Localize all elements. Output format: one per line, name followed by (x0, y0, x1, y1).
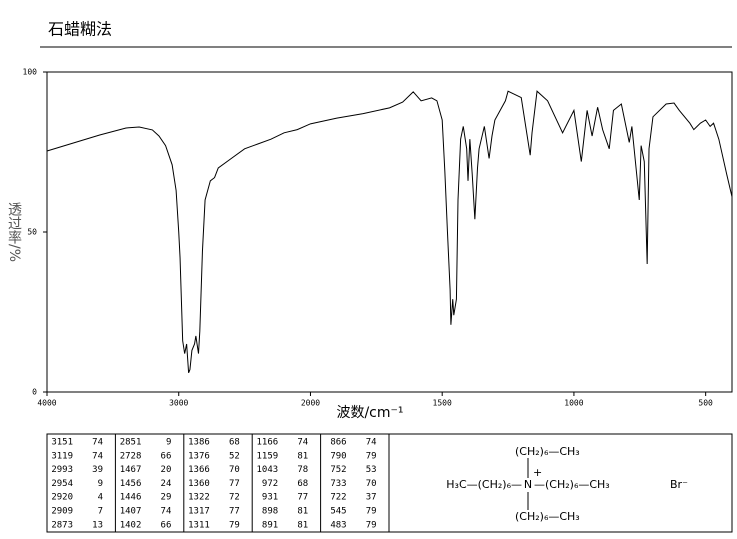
plot-frame (46, 71, 733, 393)
peak-transmittance: 9 (166, 438, 171, 448)
peak-transmittance: 53 (366, 465, 377, 475)
peak-transmittance: 79 (366, 520, 377, 530)
peak-transmittance: 74 (92, 451, 103, 461)
peak-transmittance: 79 (366, 507, 377, 517)
x-axis-label: 波数/cm⁻¹ (336, 405, 403, 421)
peak-wavenumber: 2909 (51, 507, 73, 517)
peak-transmittance: 24 (161, 479, 172, 489)
peak-wavenumber: 2993 (51, 465, 73, 475)
peak-wavenumber: 2728 (120, 451, 142, 461)
x-tick-label: 1500 (433, 399, 452, 408)
peak-transmittance: 77 (229, 507, 240, 517)
peak-transmittance: 74 (161, 507, 172, 517)
spectrum-line (46, 90, 733, 373)
peak-transmittance: 74 (297, 438, 308, 448)
peak-transmittance: 77 (229, 479, 240, 489)
peak-transmittance: 79 (229, 520, 240, 530)
peak-transmittance: 39 (92, 465, 103, 475)
peak-transmittance: 70 (366, 479, 377, 489)
peak-wavenumber: 1166 (257, 438, 279, 448)
x-tick-label: 3000 (169, 399, 188, 408)
peak-transmittance: 68 (297, 479, 308, 489)
peak-wavenumber: 891 (262, 520, 278, 530)
peak-transmittance: 52 (229, 451, 240, 461)
peak-wavenumber: 1043 (257, 465, 279, 475)
peak-wavenumber: 790 (330, 451, 346, 461)
structure-center: N (524, 478, 532, 491)
peak-wavenumber: 1311 (188, 520, 210, 530)
peak-transmittance: 20 (161, 465, 172, 475)
x-tick-label: 1000 (564, 399, 583, 408)
y-axis-label: 透过率/% (6, 202, 22, 262)
peak-transmittance: 68 (229, 438, 240, 448)
peak-transmittance: 70 (229, 465, 240, 475)
structure-bottom: (CH₂)₆—CH₃ (515, 510, 580, 523)
peak-transmittance: 66 (161, 520, 172, 530)
peak-wavenumber: 1322 (188, 493, 210, 503)
peak-wavenumber: 3119 (51, 451, 73, 461)
peak-wavenumber: 1456 (120, 479, 142, 489)
peak-transmittance: 77 (297, 493, 308, 503)
peak-wavenumber: 483 (330, 520, 346, 530)
peak-wavenumber: 733 (330, 479, 346, 489)
peak-wavenumber: 1407 (120, 507, 142, 517)
peak-transmittance: 81 (297, 451, 308, 461)
peak-wavenumber: 931 (262, 493, 278, 503)
peak-wavenumber: 1467 (120, 465, 142, 475)
peak-wavenumber: 866 (330, 438, 346, 448)
x-tick-label: 4000 (37, 399, 56, 408)
peak-wavenumber: 2851 (120, 438, 142, 448)
x-tick-label: 2000 (301, 399, 320, 408)
peak-wavenumber: 3151 (51, 438, 73, 448)
structure-left: H₃C—(CH₂)₆— (446, 478, 522, 491)
peak-wavenumber: 752 (330, 465, 346, 475)
peak-wavenumber: 545 (330, 507, 346, 517)
peak-wavenumber: 1446 (120, 493, 142, 503)
peak-wavenumber: 1386 (188, 438, 210, 448)
peak-transmittance: 81 (297, 520, 308, 530)
peak-wavenumber: 1366 (188, 465, 210, 475)
counter-ion: Br⁻ (670, 478, 688, 491)
peak-transmittance: 79 (366, 451, 377, 461)
peak-transmittance: 74 (366, 438, 377, 448)
peak-wavenumber: 2954 (51, 479, 73, 489)
peak-transmittance: 9 (98, 479, 103, 489)
peak-transmittance: 74 (92, 438, 103, 448)
peak-wavenumber: 1402 (120, 520, 142, 530)
peak-transmittance: 66 (161, 451, 172, 461)
structure-right: —(CH₂)₆—CH₃ (534, 478, 610, 491)
y-tick-label: 50 (27, 228, 37, 237)
y-tick-label: 0 (32, 388, 37, 397)
peak-transmittance: 7 (98, 507, 103, 517)
peak-wavenumber: 1159 (257, 451, 279, 461)
peak-transmittance: 81 (297, 507, 308, 517)
structure-charge: + (533, 466, 542, 479)
x-tick-label: 500 (698, 399, 713, 408)
peak-transmittance: 13 (92, 520, 103, 530)
y-tick-label: 100 (23, 68, 38, 77)
page-title: 石蜡糊法 (48, 20, 112, 39)
peak-transmittance: 78 (297, 465, 308, 475)
peak-wavenumber: 898 (262, 507, 278, 517)
peak-wavenumber: 2920 (51, 493, 73, 503)
peak-wavenumber: 972 (262, 479, 278, 489)
peak-transmittance: 29 (161, 493, 172, 503)
peak-transmittance: 4 (98, 493, 103, 503)
peak-transmittance: 37 (366, 493, 377, 503)
peak-transmittance: 72 (229, 493, 240, 503)
peak-wavenumber: 722 (330, 493, 346, 503)
peak-wavenumber: 2873 (51, 520, 73, 530)
peak-wavenumber: 1376 (188, 451, 210, 461)
structure-top: (CH₂)₆—CH₃ (515, 445, 580, 458)
peak-wavenumber: 1317 (188, 507, 210, 517)
peak-wavenumber: 1360 (188, 479, 210, 489)
